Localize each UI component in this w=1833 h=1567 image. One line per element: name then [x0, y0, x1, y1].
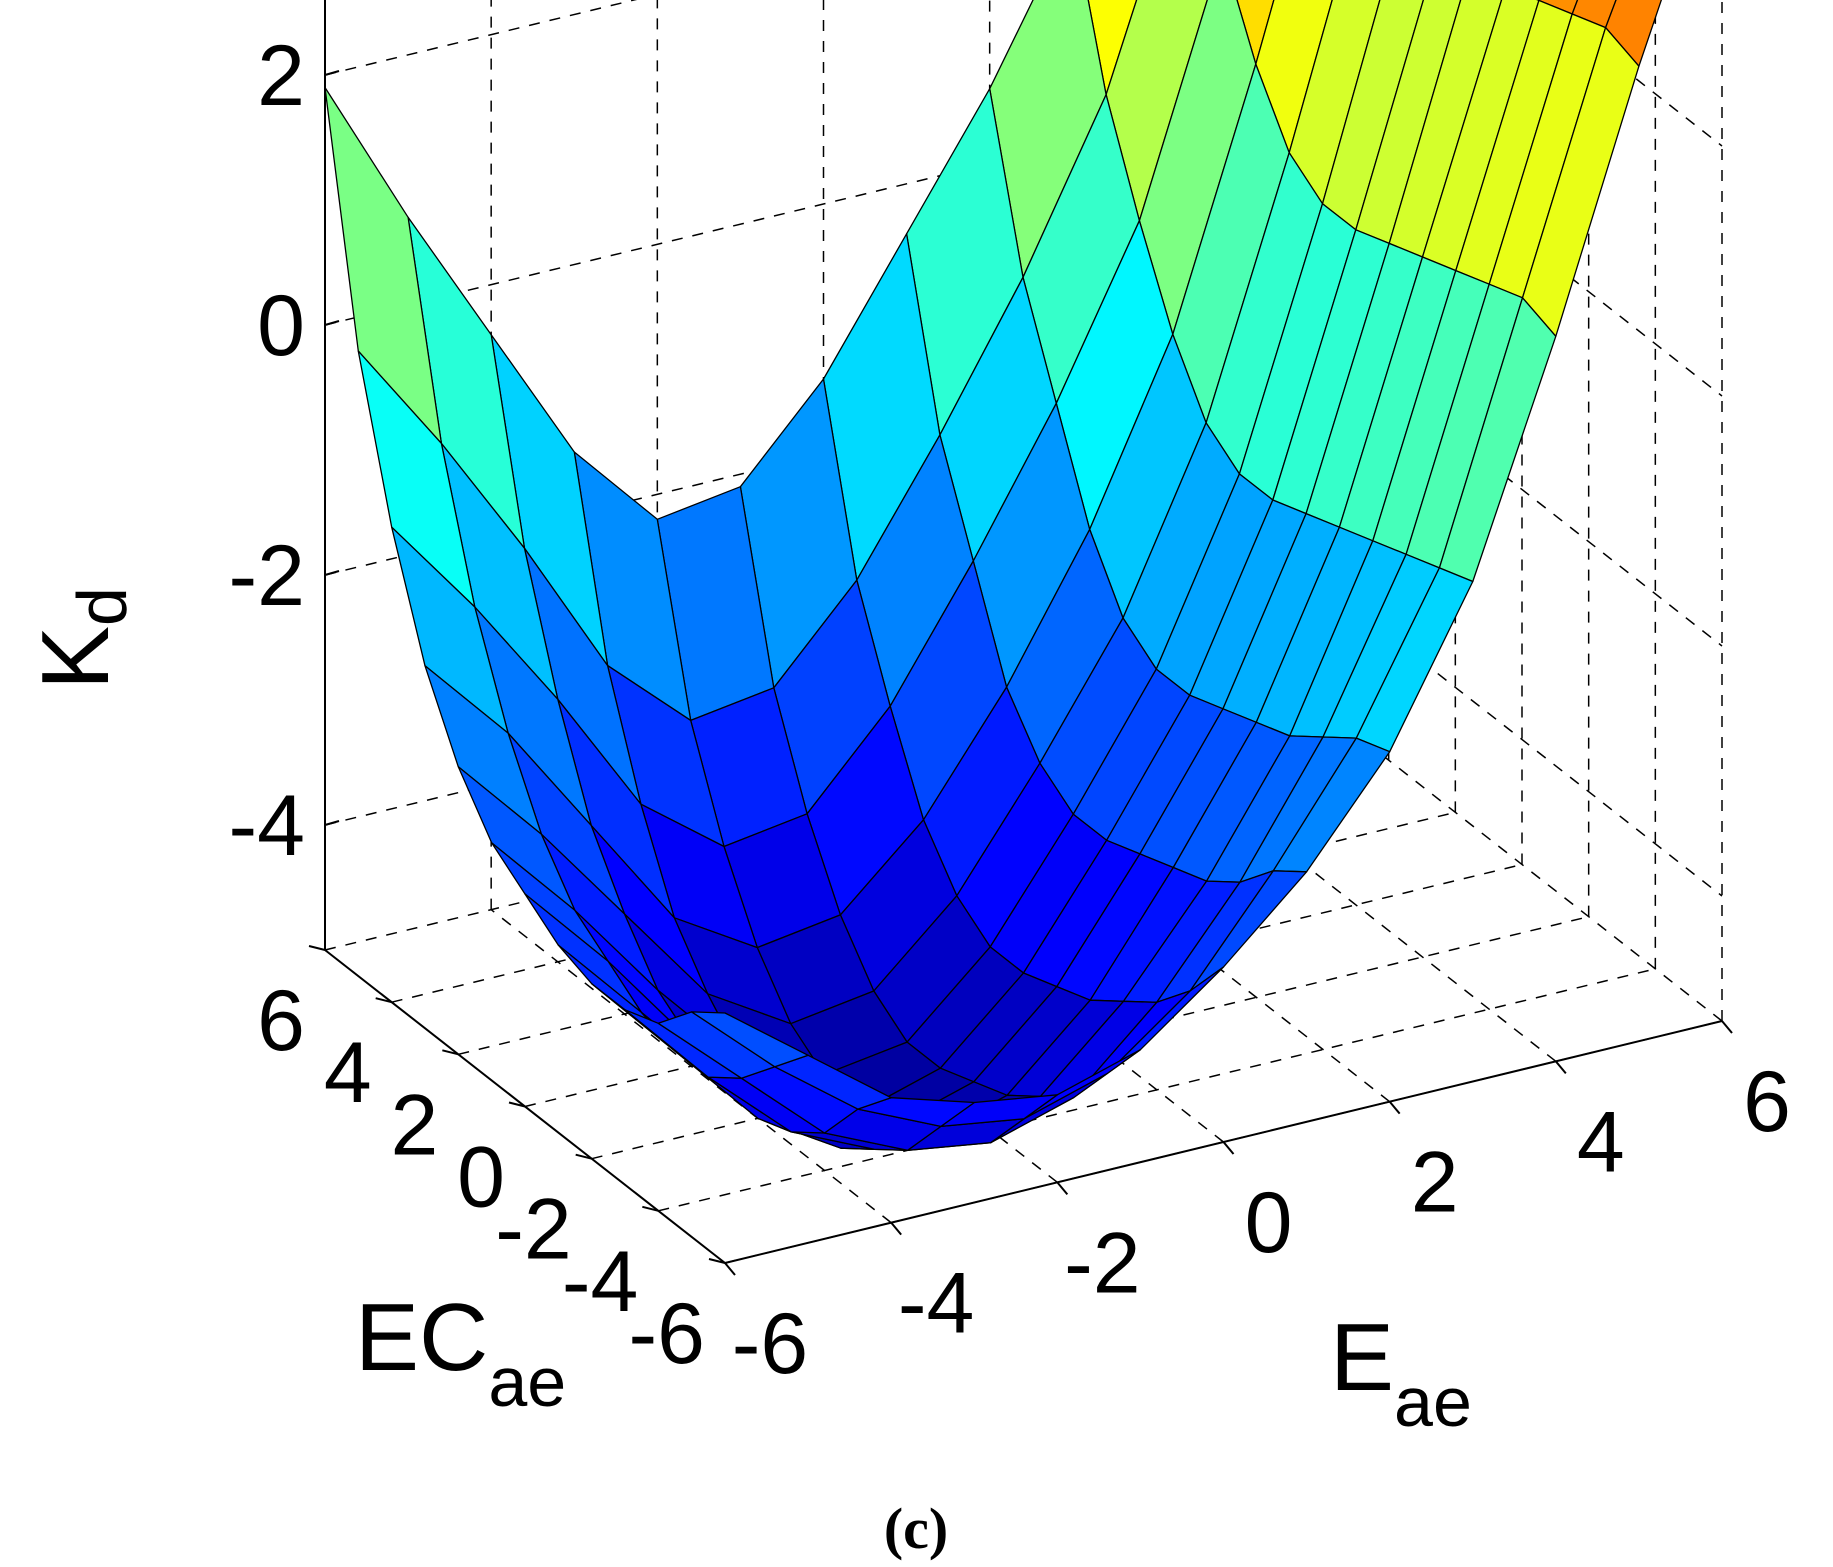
x-tick-mark [890, 1222, 902, 1236]
y-tick-label: -6 [629, 1286, 705, 1382]
y-axis-label-sub: ae [488, 1343, 566, 1421]
x-axis-label-main: E [1330, 1304, 1394, 1411]
y-tick-label: 0 [457, 1130, 505, 1226]
z-tick-mark [324, 320, 340, 326]
x-tick-label: 4 [1577, 1094, 1625, 1190]
y-tick-label: -4 [562, 1234, 638, 1330]
y-tick-label: 6 [257, 973, 305, 1069]
x-tick-mark [1222, 1141, 1235, 1155]
y-tick-mark [442, 1049, 459, 1056]
z-tick-mark [324, 820, 340, 826]
z-tick-label: 0 [257, 278, 305, 374]
y-tick-mark [642, 1205, 659, 1212]
x-tick-mark [1056, 1181, 1069, 1195]
surface-patch [691, 1011, 809, 1068]
y-tick-mark [708, 1258, 726, 1264]
x-axis-label: Eae [1330, 1304, 1472, 1441]
x-axis-label-sub: ae [1394, 1363, 1472, 1441]
z-axis-label-main: K [22, 626, 129, 690]
x-tick-label: -4 [898, 1256, 974, 1352]
z-tick-label: 2 [257, 28, 305, 124]
grid-back-z-line [324, 82, 1323, 326]
surface-patch [1236, 0, 1275, 65]
z-tick-mark [324, 70, 340, 76]
x-tick-label: 6 [1743, 1054, 1791, 1150]
z-tick-label: -2 [229, 528, 305, 624]
y-tick-label: 4 [324, 1025, 372, 1121]
y-tick-mark [508, 1101, 526, 1108]
x-tick-label: 0 [1245, 1175, 1293, 1271]
x-tick-label: -6 [732, 1296, 808, 1392]
z-tick-mark [324, 570, 340, 576]
surface-patch [1087, 0, 1138, 96]
y-tick-label: 2 [390, 1077, 438, 1173]
grid-floor-y-line [658, 968, 1656, 1212]
surface-mesh [324, 0, 1663, 1151]
grid-back-z-line [324, 0, 638, 76]
panel-label: (c) [884, 1496, 948, 1561]
y-tick-mark [575, 1153, 592, 1160]
grid-side-z-line [1534, 0, 1723, 147]
y-axis-label-main: EC [355, 1284, 488, 1391]
z-axis-label: Kd [22, 587, 141, 690]
x-tick-mark [1555, 1060, 1567, 1074]
x-tick-label: -2 [1064, 1215, 1140, 1311]
y-axis-label: ECae [355, 1284, 566, 1421]
x-tick-mark [1388, 1101, 1401, 1115]
x-tick-mark [724, 1262, 736, 1276]
z-axis-label-sub: d [63, 587, 141, 626]
y-tick-label: -2 [495, 1182, 571, 1278]
y-tick-mark [308, 945, 326, 951]
x-tick-label: 2 [1411, 1135, 1459, 1231]
z-tick-label: -4 [229, 778, 305, 874]
x-tick-mark [1721, 1020, 1733, 1034]
x-axis-ticks: -6 -4 -2 0 2 4 6 [724, 1020, 1791, 1392]
y-tick-mark [375, 997, 392, 1004]
